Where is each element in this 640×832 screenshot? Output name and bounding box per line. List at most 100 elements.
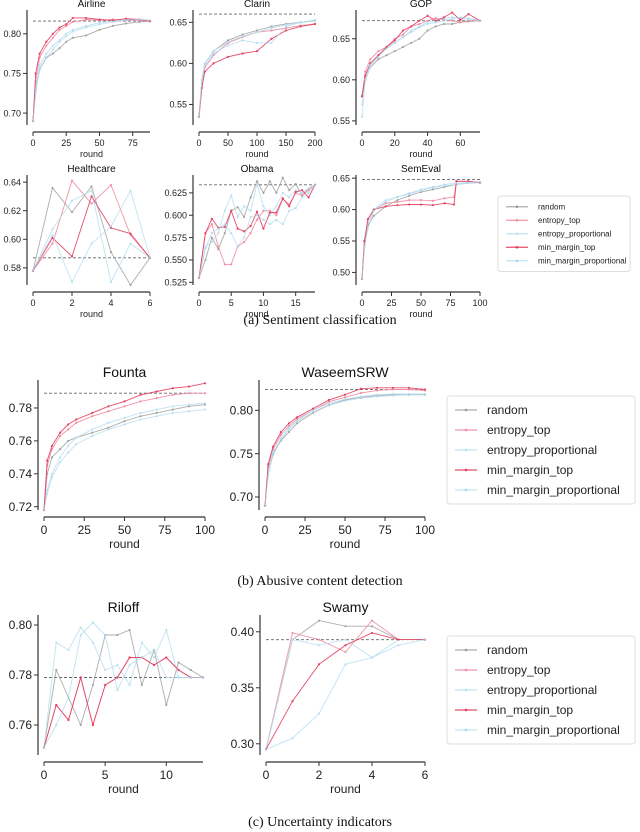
data-point [90, 185, 93, 188]
data-point [287, 428, 291, 431]
series-line [361, 11, 481, 97]
data-point [291, 700, 294, 703]
data-point [34, 72, 37, 75]
y-tick-label: 0.55 [332, 236, 350, 246]
data-point [366, 217, 369, 221]
series-line [361, 20, 481, 97]
x-tick-label: 2 [316, 768, 323, 782]
y-tick-label: 0.62 [3, 206, 21, 216]
data-point [410, 31, 413, 34]
data-point [123, 405, 126, 408]
x-tick-label: 75 [128, 138, 138, 148]
data-point [243, 205, 246, 208]
data-point [423, 388, 427, 391]
data-point [451, 17, 454, 21]
x-tick-label: 0 [30, 138, 35, 148]
legend-entry-random: random [506, 203, 565, 212]
data-point [109, 281, 113, 284]
data-point [50, 444, 54, 447]
data-point [241, 39, 244, 42]
x-tick-label: 0 [359, 138, 364, 148]
data-point [171, 408, 174, 411]
data-point [393, 49, 396, 53]
y-tick-label: 0.80 [3, 29, 21, 39]
data-point [287, 422, 291, 425]
y-tick-label: 0.78 [9, 401, 33, 415]
data-point [230, 232, 233, 235]
data-point [451, 22, 454, 26]
data-point [58, 40, 61, 43]
panel-clarin: Clarin 0.55 0.60 0.65 0 50 100 150 200 round [169, 0, 322, 159]
data-point [91, 621, 95, 624]
series-line [361, 182, 481, 279]
data-point [71, 30, 74, 33]
data-point [377, 55, 380, 58]
data-point [391, 386, 395, 389]
y-tick-label: 0.550 [164, 255, 187, 265]
data-point [90, 195, 93, 198]
data-point [299, 21, 302, 24]
data-point [139, 415, 142, 418]
series-line [198, 20, 316, 117]
data-point [123, 416, 126, 419]
data-point [65, 35, 68, 38]
data-point [455, 180, 458, 183]
data-point [459, 16, 462, 19]
data-point [344, 644, 347, 647]
data-point [129, 283, 132, 287]
data-point [343, 397, 347, 401]
y-tick-label: 0.64 [3, 177, 21, 187]
data-point [107, 426, 110, 429]
data-point [426, 29, 429, 32]
data-point [85, 34, 88, 37]
data-point [91, 431, 94, 434]
data-point [223, 209, 226, 212]
data-point [67, 718, 70, 722]
data-point [360, 103, 364, 106]
series-entropy-proportional [42, 626, 205, 749]
x-tick-label: 0 [30, 298, 35, 308]
data-point [138, 20, 141, 23]
data-point [58, 26, 61, 29]
legend-label: min_margin_proportional [487, 723, 620, 737]
series-line [361, 182, 481, 279]
legend-entry-min-margin-proportional: min_margin_proportional [455, 483, 620, 497]
data-point [177, 676, 180, 679]
data-point [45, 40, 48, 43]
panel-healthcare: Healthcare 0.58 0.60 0.62 0.64 0 2 4 6 round [3, 164, 152, 319]
data-point [295, 417, 299, 421]
data-point [203, 64, 206, 67]
legend-marker [464, 688, 468, 692]
data-point [226, 39, 230, 42]
data-point [410, 29, 413, 32]
data-point [372, 209, 375, 212]
panel-swamy: Swamy 0.30 0.35 0.40 0 2 4 6 round [231, 599, 429, 796]
data-point [91, 683, 95, 687]
legend-uncertainty: random entropy_top entropy_proportionalmin… [446, 635, 636, 745]
data-point [51, 48, 55, 51]
data-point [201, 676, 205, 679]
data-point [288, 209, 291, 212]
data-point [275, 218, 278, 221]
data-point [51, 228, 54, 231]
data-point [270, 41, 273, 44]
data-point [393, 39, 396, 42]
data-point [443, 183, 446, 186]
data-point [226, 44, 230, 47]
data-point [375, 389, 379, 392]
data-point [255, 41, 259, 44]
series-line [43, 621, 203, 748]
data-point [236, 215, 239, 219]
x-tick-label: 25 [298, 523, 312, 537]
data-point [327, 404, 331, 407]
data-point [109, 251, 113, 254]
data-point [255, 218, 259, 221]
data-point [369, 58, 372, 61]
x-tick-label: 25 [78, 523, 92, 537]
series-line [198, 23, 316, 117]
series-min-margin-top [197, 183, 317, 279]
legend-entry-min-margin-top: min_margin_top [455, 703, 573, 717]
series-line [264, 387, 426, 506]
panel-gop: GOP 0.55 0.60 0.65 0 20 40 60 round [332, 0, 482, 159]
data-point [287, 426, 291, 429]
